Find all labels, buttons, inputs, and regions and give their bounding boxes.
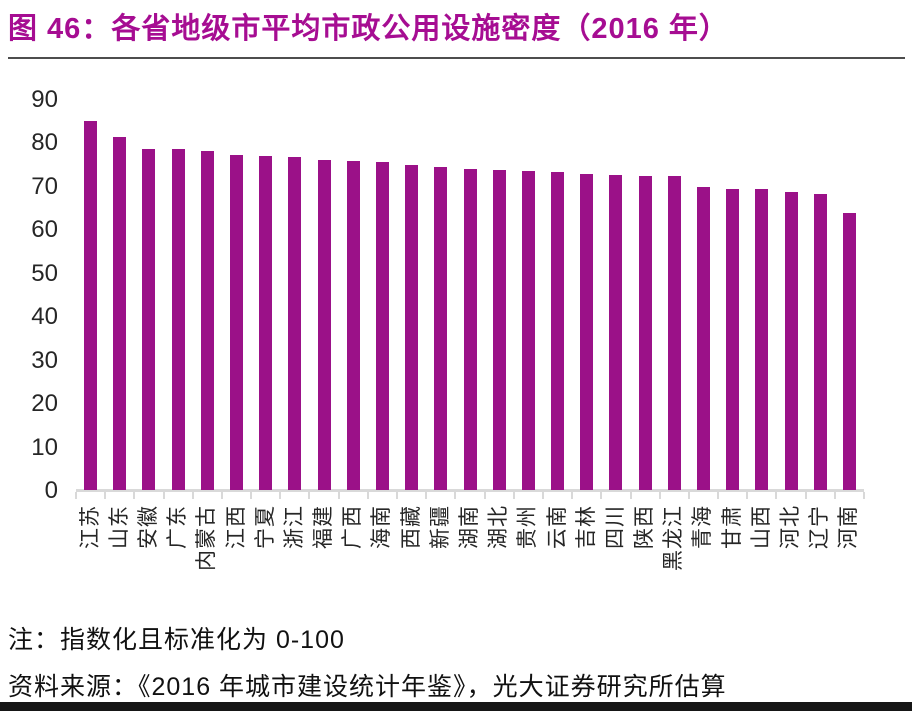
x-axis-label: 海南 xyxy=(370,505,394,549)
y-axis-tick-label: 70 xyxy=(31,172,58,200)
x-axis-label: 河北 xyxy=(779,505,803,549)
bar xyxy=(492,169,506,490)
x-axis-label: 广东 xyxy=(166,505,190,549)
x-axis-label: 湖南 xyxy=(458,505,481,549)
x-axis-label: 陕西 xyxy=(633,505,657,549)
x-axis-tick xyxy=(775,492,778,499)
y-axis-tick-label: 10 xyxy=(31,433,58,461)
x-axis-tick xyxy=(454,492,457,499)
bar xyxy=(813,194,827,490)
bar xyxy=(638,175,652,490)
x-axis-label: 云南 xyxy=(545,505,569,549)
y-axis-tick-label: 80 xyxy=(31,129,58,157)
x-axis-tick xyxy=(717,492,720,499)
bar xyxy=(375,162,389,490)
y-axis-tick-label: 0 xyxy=(44,477,58,504)
x-axis-tick xyxy=(396,492,399,499)
bar xyxy=(434,167,448,490)
y-axis-tick-label: 60 xyxy=(31,216,58,244)
x-axis-label: 河南 xyxy=(837,505,861,549)
x-axis-label: 内蒙古 xyxy=(195,505,219,571)
x-axis-tick xyxy=(687,492,690,499)
bar xyxy=(726,188,740,490)
bar xyxy=(113,136,127,490)
bar xyxy=(784,191,798,490)
x-axis-tick xyxy=(250,492,253,499)
x-axis-tick xyxy=(425,492,428,499)
bar xyxy=(346,161,360,490)
bar xyxy=(521,170,535,490)
x-axis-label: 黑龙江 xyxy=(662,505,686,571)
x-axis-tick xyxy=(833,492,836,499)
x-axis-label: 江苏 xyxy=(78,505,102,549)
x-axis-tick xyxy=(629,492,632,499)
x-axis-tick xyxy=(133,492,136,499)
bar xyxy=(84,120,98,490)
x-axis-tick xyxy=(191,492,194,499)
bar xyxy=(667,176,681,490)
figure-title: 图 46：各省地级市平均市政公用设施密度（2016 年） xyxy=(8,13,729,45)
x-axis-line xyxy=(76,489,864,492)
x-axis-tick xyxy=(162,492,165,499)
bar xyxy=(288,157,302,490)
x-axis-tick xyxy=(571,492,574,499)
x-axis-tick xyxy=(512,492,515,499)
x-axis-tick xyxy=(366,492,369,499)
y-axis-tick-label: 90 xyxy=(31,86,58,113)
x-axis-label: 山东 xyxy=(107,505,131,549)
x-axis-label: 浙江 xyxy=(282,505,306,549)
y-axis-tick-label: 20 xyxy=(31,390,58,418)
bar xyxy=(609,175,623,490)
x-axis-label: 广西 xyxy=(341,505,365,549)
x-axis-tick xyxy=(863,492,865,499)
x-axis-tick xyxy=(483,492,486,499)
bar xyxy=(551,171,565,490)
bar xyxy=(842,212,856,490)
bar xyxy=(580,174,594,490)
x-axis-tick xyxy=(337,492,340,499)
y-axis-tick-label: 40 xyxy=(31,303,58,331)
y-axis-tick-label: 30 xyxy=(31,346,58,374)
x-axis-label: 福建 xyxy=(312,505,336,549)
bar xyxy=(463,168,477,490)
x-axis-label: 宁夏 xyxy=(253,505,277,549)
x-axis-tick xyxy=(279,492,282,499)
x-axis-label: 辽宁 xyxy=(808,505,832,549)
x-axis-label: 新疆 xyxy=(428,505,452,549)
x-axis-label: 贵州 xyxy=(516,505,540,549)
x-axis-label: 甘肃 xyxy=(720,505,744,549)
x-axis-tick xyxy=(104,492,107,499)
bar xyxy=(259,155,273,490)
bar xyxy=(200,151,214,490)
title-separator xyxy=(8,57,905,59)
bar xyxy=(171,149,185,490)
x-axis-tick xyxy=(541,492,544,499)
x-axis-tick xyxy=(220,492,223,499)
x-axis-label: 江西 xyxy=(224,505,248,549)
bar xyxy=(755,189,769,490)
bar xyxy=(696,186,710,490)
chart-note: 注：指数化且标准化为 0-100 xyxy=(8,626,345,654)
bar xyxy=(142,148,156,490)
y-axis-tick-label: 50 xyxy=(31,259,58,287)
bottom-border-bar xyxy=(0,702,912,711)
x-axis-tick xyxy=(75,492,77,499)
chart-source: 资料来源：《2016 年城市建设统计年鉴》，光大证券研究所估算 xyxy=(8,673,727,701)
x-axis-label: 山西 xyxy=(749,505,773,549)
x-axis-tick xyxy=(308,492,311,499)
x-axis-label: 吉林 xyxy=(574,505,598,549)
x-axis-label: 西藏 xyxy=(399,505,423,549)
x-axis-tick xyxy=(600,492,603,499)
x-axis-tick xyxy=(746,492,749,499)
x-axis-tick xyxy=(804,492,807,499)
bar xyxy=(405,165,419,490)
x-axis-label: 安徽 xyxy=(136,505,160,549)
x-axis-label: 四川 xyxy=(603,505,627,549)
x-axis-tick xyxy=(658,492,661,499)
bar xyxy=(317,160,331,490)
x-axis-label: 青海 xyxy=(691,505,715,549)
bar xyxy=(230,155,244,490)
x-axis-label: 湖北 xyxy=(487,505,511,549)
